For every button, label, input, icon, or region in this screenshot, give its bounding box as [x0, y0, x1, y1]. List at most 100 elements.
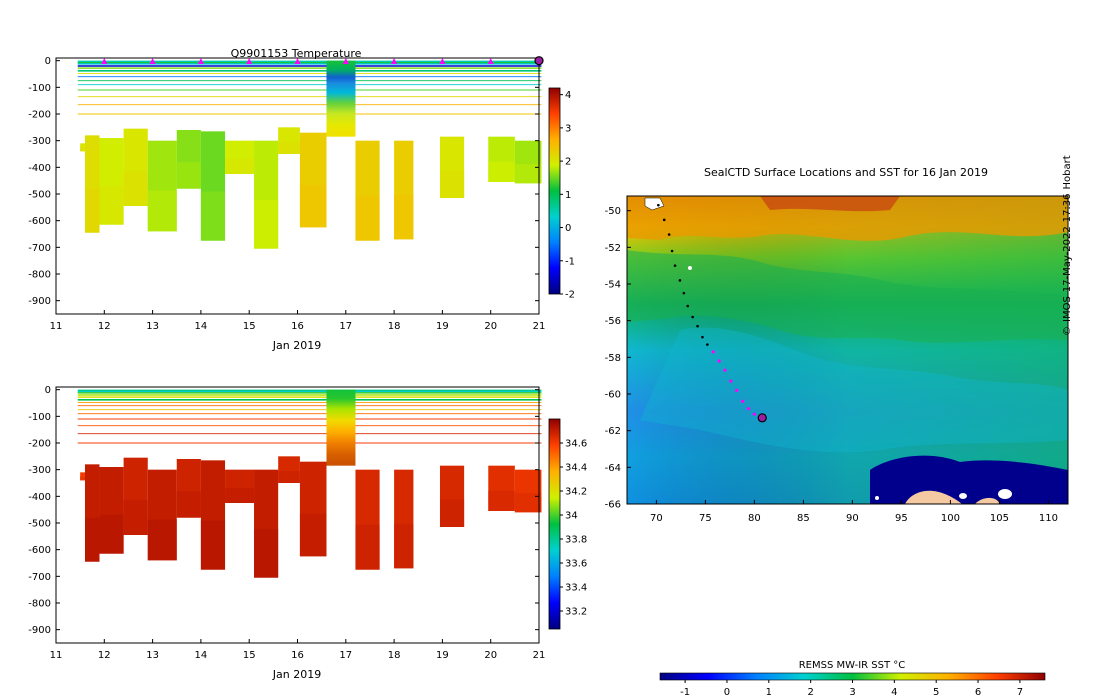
temperature-x-axis: 11 12 13 14 15 16 17 18 19 20 21 — [50, 310, 546, 332]
x-tick-label: 18 — [388, 321, 401, 332]
lat-tick-label: -56 — [605, 316, 621, 327]
x-tick-label: 20 — [484, 321, 497, 332]
y-tick-label: -200 — [28, 439, 51, 450]
profile-block-deep — [278, 142, 300, 154]
sst-field — [627, 196, 1068, 504]
x-tick-label: 15 — [243, 321, 256, 332]
colorbar-tick-label: 34.4 — [565, 463, 587, 474]
temperature-profile-markers — [101, 56, 544, 66]
lon-tick-label: 110 — [1039, 513, 1058, 524]
profile-marker — [101, 58, 108, 64]
salinity-surface-lines — [77, 389, 542, 444]
map-longitude-axis: 70 75 80 85 90 95 100 105 110 — [650, 500, 1058, 524]
x-tick-label: 11 — [50, 650, 63, 661]
profile-block — [80, 472, 85, 481]
y-tick-label: -900 — [28, 625, 51, 636]
profile-marker — [149, 58, 156, 64]
x-tick-label: 14 — [195, 321, 208, 332]
temperature-profiles — [80, 60, 542, 249]
colorbar-tick-label: 33.8 — [565, 535, 587, 546]
y-tick-label: -500 — [28, 190, 51, 201]
y-tick-label: -500 — [28, 519, 51, 530]
track-point-recent — [729, 379, 733, 383]
profile-marker — [342, 58, 349, 64]
profile-block-deep — [176, 162, 201, 189]
lat-tick-label: -62 — [605, 426, 621, 437]
profile-block-deep — [488, 490, 515, 511]
x-tick-label: 13 — [146, 321, 159, 332]
lon-tick-label: 105 — [990, 513, 1009, 524]
y-tick-label: -100 — [28, 412, 51, 423]
sst-tick-label: 7 — [1017, 687, 1023, 698]
credit-date: 17-May-2022 — [1062, 226, 1073, 293]
track-point — [706, 343, 709, 346]
colorbar-tick-label: -2 — [565, 290, 575, 301]
profile-block-deep — [439, 499, 465, 527]
sst-tick-label: 1 — [766, 687, 772, 698]
x-tick-label: 16 — [291, 321, 304, 332]
profile-block-deep — [99, 514, 124, 554]
track-point-recent — [711, 350, 715, 354]
colorbar-tick-label: 33.6 — [565, 559, 587, 570]
profile-marker — [391, 58, 398, 64]
x-tick-label: 12 — [98, 650, 111, 661]
x-tick-label: 11 — [50, 321, 63, 332]
y-tick-label: -800 — [28, 270, 51, 281]
surface-profile — [326, 60, 356, 137]
track-point-recent — [752, 412, 757, 416]
x-tick-label: 19 — [436, 650, 449, 661]
profile-block-deep — [84, 188, 100, 233]
profile-block-deep — [80, 147, 85, 152]
sst-tick-label: 4 — [891, 687, 897, 698]
lat-tick-label: -54 — [605, 280, 621, 291]
track-point — [696, 324, 699, 328]
profile-block-deep — [394, 194, 414, 240]
lat-tick-label: -60 — [605, 390, 621, 401]
profile-block-deep — [225, 488, 255, 503]
lat-tick-label: -64 — [605, 463, 621, 474]
temperature-title: Q9901153 Temperature — [231, 47, 362, 60]
x-tick-label: 17 — [339, 321, 352, 332]
profile-block-deep — [299, 513, 327, 557]
colorbar-tick-label: 33.4 — [565, 583, 587, 594]
lat-tick-label: -52 — [605, 243, 621, 254]
colorbar-tick-label: 4 — [565, 90, 571, 101]
sst-tick-label: -1 — [680, 687, 690, 698]
sst-colorbar — [659, 672, 1046, 681]
y-tick-label: -200 — [28, 110, 51, 121]
profile-marker — [294, 58, 301, 64]
y-tick-label: -300 — [28, 136, 51, 147]
credit-org: IMOS — [1062, 296, 1073, 322]
lon-tick-label: 90 — [846, 513, 859, 524]
profile-block-deep — [488, 161, 515, 182]
lat-tick-label: -66 — [605, 500, 621, 511]
map-axes-frame — [626, 195, 1069, 505]
track-point — [662, 218, 666, 222]
x-tick-label: 21 — [533, 321, 546, 332]
profile-block-deep — [123, 500, 148, 535]
credit-text: © IMOS 17-May-2022 17:36 Hobart — [1062, 116, 1073, 336]
profile-marker — [246, 58, 253, 64]
current-profile-marker — [534, 56, 544, 66]
profile-marker — [439, 58, 446, 64]
salinity-panel: 0 -100 -200 -300 -400 -500 -600 -700 -800 -900 11… — [28, 385, 587, 681]
credit-place: Hobart — [1062, 155, 1073, 190]
y-tick-label: -300 — [28, 465, 51, 476]
credit-copyright: © — [1062, 326, 1073, 336]
colorbar-tick-label: 1 — [565, 190, 571, 201]
profile-block-deep — [514, 164, 542, 184]
current-location-marker — [757, 413, 767, 423]
profile-block-deep — [254, 529, 279, 578]
profile-block-deep — [200, 520, 226, 570]
profile-block-deep — [299, 184, 327, 228]
lon-tick-label: 70 — [650, 513, 663, 524]
x-tick-label: 21 — [533, 650, 546, 661]
seal-track — [657, 203, 767, 423]
colorbar-tick-label: 34.6 — [565, 439, 587, 450]
y-tick-label: -600 — [28, 216, 51, 227]
y-tick-label: -800 — [28, 599, 51, 610]
salinity-y-axis: 0 -100 -200 -300 -400 -500 -600 -700 -800 -900 — [28, 385, 539, 636]
lon-tick-label: 80 — [748, 513, 761, 524]
profile-block-deep — [394, 523, 414, 569]
track-point — [667, 233, 671, 236]
